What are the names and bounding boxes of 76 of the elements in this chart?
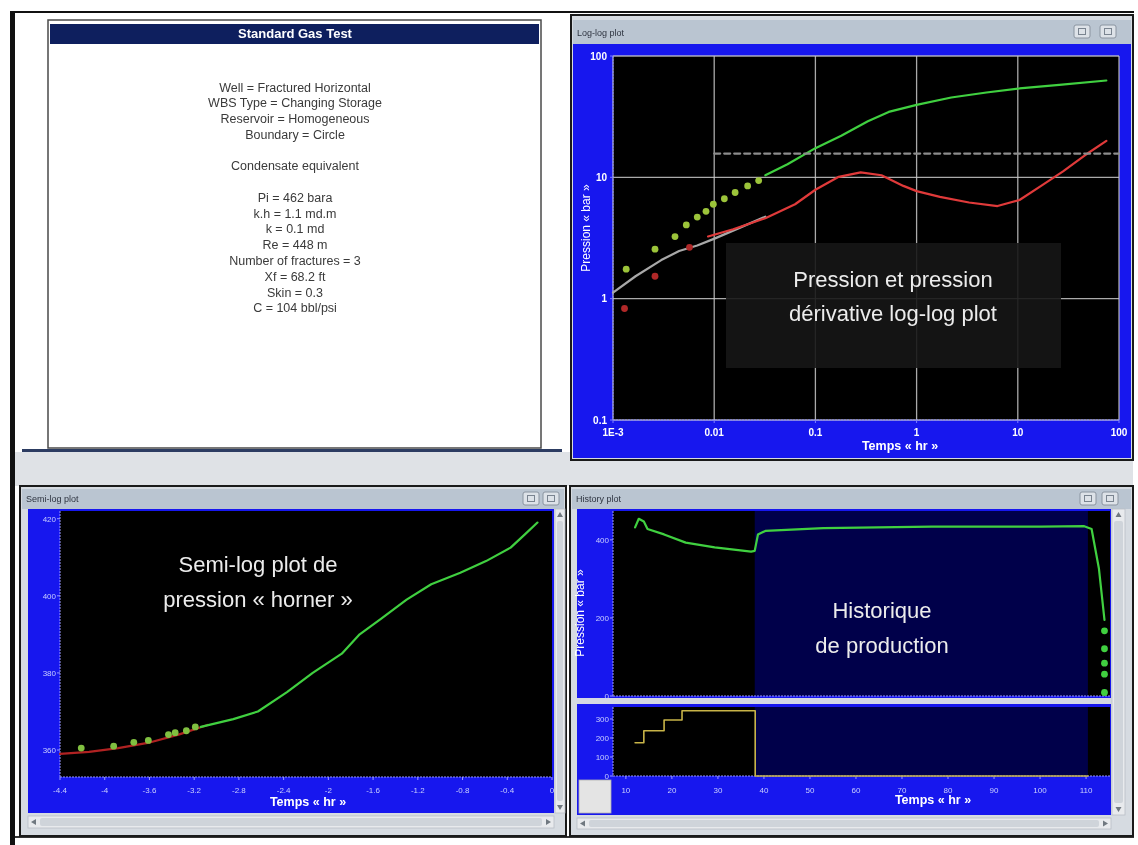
y-tick-label: 0 <box>604 771 610 781</box>
x-tick-label: 40 <box>759 786 769 795</box>
text: Standard Gas Test <box>238 26 353 41</box>
x-tick-label: 50 <box>805 786 815 795</box>
text: Pi = 462 bara <box>257 190 333 205</box>
text: Boundary = Circle <box>245 127 345 142</box>
x-tick-label: 0.01 <box>704 427 725 438</box>
x-tick-label: -2.4 <box>276 786 292 795</box>
text: Number of fractures = 3 <box>229 253 361 268</box>
x-tick-label: 100 <box>1033 786 1048 795</box>
text: Skin = 0.3 <box>267 285 324 300</box>
x-tick-label: 30 <box>713 786 723 795</box>
x-tick-label: 20 <box>667 786 677 795</box>
x-tick-label: 80 <box>943 786 954 795</box>
x-tick-label: 10 <box>1012 427 1024 438</box>
x-tick-label: -1.6 <box>366 786 381 795</box>
text: Condensate equivalent <box>231 159 360 174</box>
annotation: Historique de production <box>815 598 949 659</box>
chart-title: Log-log plot <box>577 28 625 38</box>
x-tick-label: -0.4 <box>500 786 515 795</box>
x-tick-label: 10 <box>621 786 631 795</box>
y-tick-label: 420 <box>42 514 57 524</box>
point <box>1101 670 1108 678</box>
x-tick-label: -4.4 <box>53 786 68 795</box>
y-tick-label: 100 <box>595 752 610 762</box>
point <box>1101 645 1108 653</box>
x-tick-label: -4 <box>101 786 109 795</box>
text: Xf = 68.2 ft <box>264 269 326 284</box>
y-tick-label: 0.1 <box>593 414 608 426</box>
text: k.h = 1.1 md.m <box>253 206 337 221</box>
text: k = 0.1 md <box>265 222 325 237</box>
x-axis-title: Temps « hr » <box>269 795 347 809</box>
y-tick-label: 1 <box>601 293 608 305</box>
x-tick-label: 110 <box>1079 786 1093 795</box>
x-tick-label: 1E-3 <box>602 427 624 438</box>
x-tick-label: 90 <box>989 786 1000 795</box>
x-axis-title: Temps « hr » <box>894 793 972 807</box>
x-tick-label: 100 <box>1110 427 1128 438</box>
line-series <box>633 517 1106 621</box>
x-tick-label: 70 <box>897 786 907 795</box>
annotation: Pression et pression dérivative log-log plot <box>789 266 997 326</box>
y-tick-label: 200 <box>595 733 610 743</box>
y-tick-label: 400 <box>42 591 57 601</box>
chart-title: Semi-log plot <box>26 494 80 504</box>
y-axis-title: Pression « bar » <box>579 183 593 272</box>
x-tick-label: 60 <box>851 786 861 795</box>
line-series <box>58 723 209 755</box>
y-axis-title: Pression « bar » <box>573 568 587 657</box>
y-tick-label: 360 <box>42 745 57 755</box>
x-tick-label: -2 <box>324 786 333 795</box>
text: WBS Type = Changing Storage <box>208 96 382 111</box>
text: C = 104 bbl/psi <box>253 301 337 316</box>
y-tick-label: 400 <box>595 535 610 545</box>
y-tick-label: 300 <box>595 714 610 724</box>
x-tick-label: -0.8 <box>455 786 470 795</box>
y-tick-label: 0 <box>604 691 610 701</box>
point <box>1101 659 1108 667</box>
y-tick-label: 10 <box>595 171 608 183</box>
x-tick-label: 0.1 <box>808 427 823 438</box>
y-tick-label: 380 <box>42 668 57 678</box>
text: Well = Fractured Horizontal <box>219 80 371 95</box>
chart-title: History plot <box>576 494 622 504</box>
point <box>1101 627 1108 635</box>
x-axis-title: Temps « hr » <box>861 439 939 453</box>
x-tick-label: -3.2 <box>187 786 202 795</box>
x-tick-label: 0 <box>549 786 555 795</box>
x-tick-label: -3.6 <box>142 786 157 795</box>
text: Reservoir = Homogeneous <box>220 112 370 127</box>
x-tick-label: -2.8 <box>232 786 247 795</box>
y-tick-label: 100 <box>590 50 608 62</box>
text: Re = 448 m <box>262 238 328 253</box>
y-tick-label: 200 <box>595 613 610 623</box>
x-tick-label: 1 <box>913 427 920 438</box>
x-tick-label: -1.2 <box>410 786 426 795</box>
annotation: Semi-log plot de pression « horner » <box>163 552 353 613</box>
point <box>1101 689 1108 696</box>
